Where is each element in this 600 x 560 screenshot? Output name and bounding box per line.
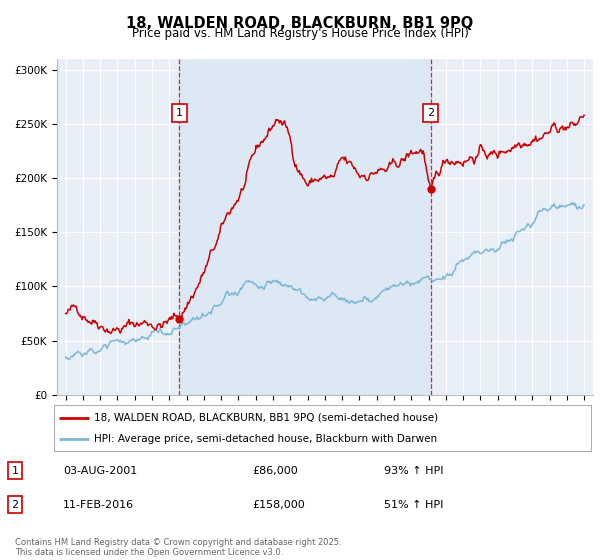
Text: 2: 2 <box>11 500 19 510</box>
Text: 51% ↑ HPI: 51% ↑ HPI <box>384 500 443 510</box>
Text: HPI: Average price, semi-detached house, Blackburn with Darwen: HPI: Average price, semi-detached house,… <box>94 435 437 444</box>
Text: Price paid vs. HM Land Registry's House Price Index (HPI): Price paid vs. HM Land Registry's House … <box>131 27 469 40</box>
Text: 18, WALDEN ROAD, BLACKBURN, BB1 9PQ (semi-detached house): 18, WALDEN ROAD, BLACKBURN, BB1 9PQ (sem… <box>94 413 439 423</box>
Text: 03-AUG-2001: 03-AUG-2001 <box>63 465 137 475</box>
Text: 18, WALDEN ROAD, BLACKBURN, BB1 9PQ: 18, WALDEN ROAD, BLACKBURN, BB1 9PQ <box>127 16 473 31</box>
Text: £86,000: £86,000 <box>252 465 298 475</box>
Text: 11-FEB-2016: 11-FEB-2016 <box>63 500 134 510</box>
Text: £158,000: £158,000 <box>252 500 305 510</box>
Text: 2: 2 <box>427 108 434 118</box>
Text: 1: 1 <box>11 465 19 475</box>
Text: Contains HM Land Registry data © Crown copyright and database right 2025.
This d: Contains HM Land Registry data © Crown c… <box>15 538 341 557</box>
Bar <box>179 59 431 395</box>
Text: 1: 1 <box>176 108 183 118</box>
Text: 93% ↑ HPI: 93% ↑ HPI <box>384 465 443 475</box>
